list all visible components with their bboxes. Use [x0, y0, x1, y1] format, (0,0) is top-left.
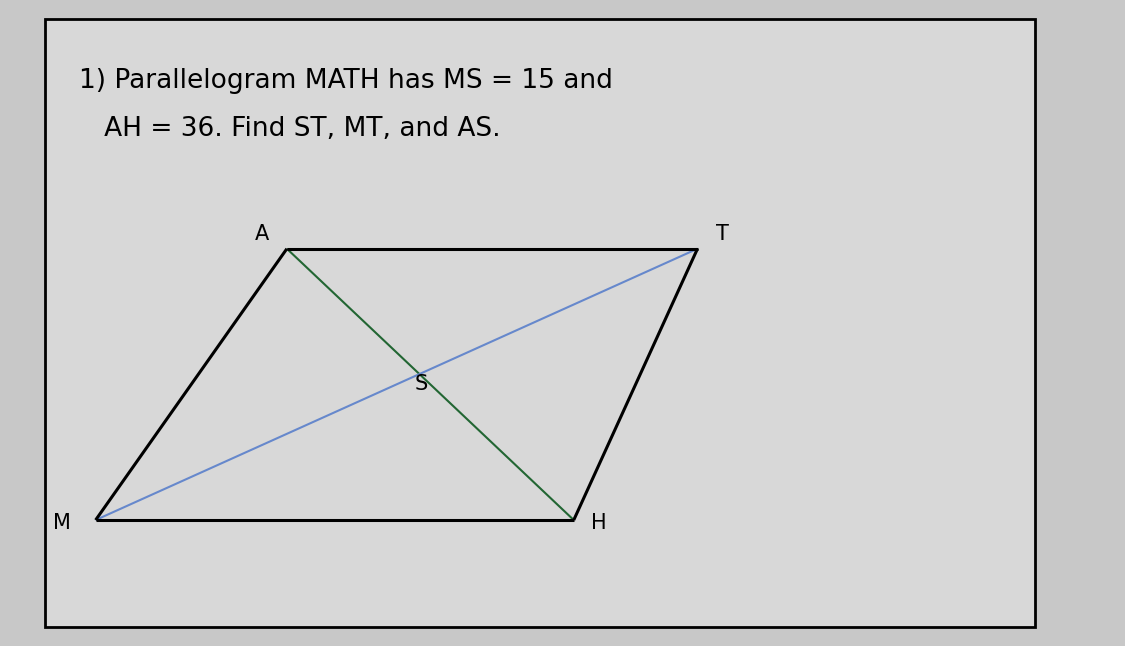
Text: T: T — [716, 225, 729, 244]
Text: AH = 36. Find ST, MT, and AS.: AH = 36. Find ST, MT, and AS. — [79, 116, 501, 142]
Text: H: H — [591, 514, 606, 533]
Text: M: M — [53, 514, 71, 533]
Text: S: S — [415, 375, 428, 394]
Text: 1) Parallelogram MATH has MS = 15 and: 1) Parallelogram MATH has MS = 15 and — [79, 68, 613, 94]
Text: A: A — [255, 225, 269, 244]
FancyBboxPatch shape — [45, 19, 1035, 627]
